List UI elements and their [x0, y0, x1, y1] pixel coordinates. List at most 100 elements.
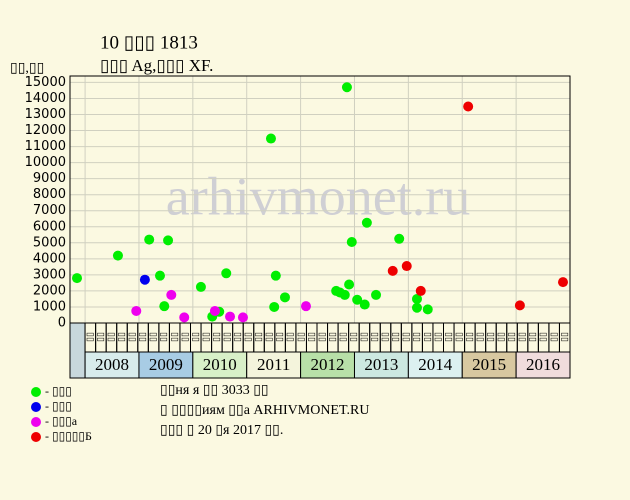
column-label: ▯▯ — [243, 332, 253, 342]
footer-line: ▯ ▯▯▯▯иям ▯▯а ARHIVMONET.RU — [160, 403, 369, 418]
y-tick-label: 15000 — [25, 75, 66, 90]
column-label: ▯▯ — [422, 332, 432, 342]
column-label: ▯▯ — [211, 332, 221, 342]
plot-area — [69, 75, 571, 324]
point — [411, 302, 422, 313]
column-label: ▯▯ — [453, 332, 463, 342]
column-label: ▯▯ — [369, 332, 379, 342]
legend-label: - ▯▯▯▯▯Б — [45, 429, 92, 443]
column-label: ▯▯ — [316, 332, 326, 342]
point — [139, 274, 150, 285]
year-label: 2009 — [149, 355, 183, 374]
column-label: ▯▯ — [190, 332, 200, 342]
column-label: ▯▯ — [116, 332, 126, 342]
point — [237, 312, 248, 323]
point — [401, 261, 412, 272]
point — [163, 235, 174, 246]
column-label: ▯▯ — [253, 332, 263, 342]
legend-marker — [31, 387, 41, 397]
year-cell — [192, 351, 248, 379]
chart-subtitle: ▯▯▯ Ag,▯▯▯ XF. — [100, 56, 213, 75]
point — [341, 82, 352, 93]
y-tick-label: 9000 — [33, 171, 66, 186]
y-axis-label: ▯▯,▯▯ — [10, 61, 44, 76]
column-label: ▯▯ — [221, 332, 231, 342]
column-label: ▯▯ — [127, 332, 137, 342]
year-label: 2014 — [418, 355, 453, 374]
column-label: ▯▯ — [401, 332, 411, 342]
point — [221, 268, 232, 279]
y-tick-label: 3000 — [33, 267, 66, 282]
column-label: ▯▯ — [517, 332, 527, 342]
column-label: ▯▯ — [148, 332, 158, 342]
column-label: ▯▯ — [169, 332, 179, 342]
column-label: ▯▯ — [496, 332, 506, 342]
point — [144, 234, 155, 245]
column-label: ▯▯ — [179, 332, 189, 342]
point — [514, 300, 525, 311]
point — [112, 250, 123, 261]
column-label: ▯▯ — [158, 332, 168, 342]
column-label: ▯▯ — [200, 332, 210, 342]
point — [131, 305, 142, 316]
y-tick-label: 0 — [58, 316, 66, 331]
point — [265, 133, 276, 144]
point — [411, 293, 422, 304]
point — [463, 101, 474, 112]
column-label: ▯▯ — [464, 332, 474, 342]
column-label: ▯▯ — [527, 332, 537, 342]
year-cell — [515, 351, 571, 379]
y-tick-label: 11000 — [25, 139, 66, 154]
y-tick-label: 10000 — [25, 155, 66, 170]
legend-label: - ▯▯▯ — [45, 384, 72, 398]
point — [72, 273, 83, 284]
column-label: ▯▯ — [548, 332, 558, 342]
column-label: ▯▯ — [359, 332, 369, 342]
column-label: ▯▯ — [295, 332, 305, 342]
legend-marker — [31, 417, 41, 427]
year-label: 2013 — [364, 355, 398, 374]
column-label: ▯▯ — [285, 332, 295, 342]
point — [339, 289, 350, 300]
column-label: ▯▯ — [106, 332, 116, 342]
legend-marker — [31, 432, 41, 442]
y-tick-label: 13000 — [25, 107, 66, 122]
point — [300, 301, 311, 312]
column-label: ▯▯ — [348, 332, 358, 342]
point — [159, 301, 170, 312]
point — [371, 289, 382, 300]
point — [346, 237, 357, 248]
legend-marker — [31, 402, 41, 412]
column-label: ▯▯ — [137, 332, 147, 342]
point — [269, 301, 280, 312]
column-label: ▯▯ — [337, 332, 347, 342]
column-label: ▯▯ — [264, 332, 274, 342]
point — [359, 299, 370, 310]
point — [225, 311, 236, 322]
column-label: ▯▯ — [95, 332, 105, 342]
point — [154, 270, 165, 281]
watermark: arhivmonet.ru — [166, 166, 470, 226]
point — [344, 279, 355, 290]
column-label: ▯▯ — [380, 332, 390, 342]
point — [179, 312, 190, 323]
column-label: ▯▯ — [327, 332, 337, 342]
column-label: ▯▯ — [274, 332, 284, 342]
point — [415, 285, 426, 296]
column-label: ▯▯ — [411, 332, 421, 342]
point — [166, 289, 177, 300]
year-label: 2010 — [203, 355, 237, 374]
column-label: ▯▯ — [559, 332, 569, 342]
year-label: 2008 — [95, 355, 129, 374]
year-label: 2016 — [526, 355, 560, 374]
plot-area — [69, 75, 571, 324]
point — [422, 304, 433, 315]
point — [352, 294, 363, 305]
year-label: 2012 — [311, 355, 345, 374]
column-label: ▯▯ — [390, 332, 400, 342]
column-label: ▯▯ — [232, 332, 242, 342]
legend-label: - ▯▯▯ — [45, 399, 72, 413]
column-label: ▯▯ — [306, 332, 316, 342]
y-tick-label: 1000 — [33, 299, 66, 314]
